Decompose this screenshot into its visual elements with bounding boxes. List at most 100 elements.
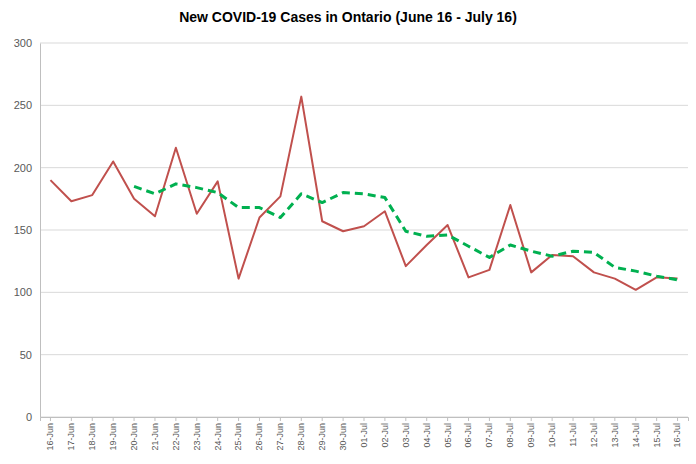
x-tick-mark [552, 417, 553, 421]
x-tick: 09-Jul [526, 417, 536, 448]
x-tick-mark [50, 417, 51, 421]
x-tick-label: 16-Jul [672, 423, 682, 448]
x-tick: 06-Jul [463, 417, 473, 448]
x-tick-mark [217, 417, 218, 421]
x-tick: 05-Jul [442, 417, 452, 448]
y-tick-label: 250 [14, 99, 32, 111]
x-tick-label: 29-Jun [317, 423, 327, 451]
x-tick: 29-Jun [317, 417, 327, 451]
y-tick: 300 [14, 37, 40, 49]
x-tick-label: 01-Jul [359, 423, 369, 448]
x-tick-mark [280, 417, 281, 421]
x-tick: 24-Jun [213, 417, 223, 451]
x-tick: 04-Jul [422, 417, 432, 448]
x-tick-mark [614, 417, 615, 421]
x-tick: 03-Jul [401, 417, 411, 448]
grid [40, 43, 688, 417]
x-tick: 14-Jul [631, 417, 641, 448]
x-tick-mark [489, 417, 490, 421]
x-tick-mark [677, 417, 678, 421]
x-tick-label: 21-Jun [150, 423, 160, 451]
x-tick: 20-Jun [129, 417, 139, 451]
x-tick-label: 06-Jul [463, 423, 473, 448]
x-tick-mark [92, 417, 93, 421]
series-line [50, 97, 677, 290]
y-tick-label: 100 [14, 286, 32, 298]
grid-line [40, 43, 688, 44]
x-tick-mark [113, 417, 114, 421]
x-tick-label: 15-Jul [652, 423, 662, 448]
x-tick-label: 03-Jul [401, 423, 411, 448]
y-tick: 250 [14, 99, 40, 111]
x-tick-label: 20-Jun [129, 423, 139, 451]
x-tick-mark [71, 417, 72, 421]
y-tick-label: 0 [26, 411, 32, 423]
y-tick: 200 [14, 162, 40, 174]
x-tick-label: 04-Jul [422, 423, 432, 448]
x-tick-mark [573, 417, 574, 421]
plot-area: 0 50 100 150 200 250 300 16-Jun 17-Jun 18-Jun 19-J… [14, 37, 689, 451]
y-axis-line [40, 44, 41, 418]
x-tick-mark [301, 417, 302, 421]
x-axis-line [41, 418, 689, 422]
x-tick-mark [154, 417, 155, 421]
grid-line [40, 167, 688, 168]
x-tick: 01-Jul [359, 417, 369, 448]
x-tick-label: 02-Jul [380, 423, 390, 448]
x-tick-label: 09-Jul [526, 423, 536, 448]
x-axis: 16-Jun 17-Jun 18-Jun 19-Jun 20-Jun 21-Jun 22-J… [41, 417, 689, 451]
x-tick: 10-Jul [547, 417, 557, 448]
x-tick: 07-Jul [484, 417, 494, 448]
x-tick-mark [405, 417, 406, 421]
x-tick-label: 22-Jun [171, 423, 181, 451]
x-tick-mark [343, 417, 344, 421]
grid-line [40, 292, 688, 293]
y-tick: 0 [26, 411, 40, 423]
series-line [134, 184, 677, 280]
x-tick-label: 19-Jun [108, 423, 118, 451]
x-tick-label: 16-Jun [45, 423, 55, 451]
x-tick: 16-Jun [45, 417, 55, 451]
x-tick: 17-Jun [66, 417, 76, 451]
x-tick-mark [447, 417, 448, 421]
x-tick-label: 10-Jul [547, 423, 557, 448]
x-tick-mark [134, 417, 135, 421]
x-tick: 26-Jun [254, 417, 264, 451]
x-tick-mark [384, 417, 385, 421]
chart-title: New COVID-19 Cases in Ontario (June 16 -… [179, 9, 517, 25]
x-tick-label: 28-Jun [296, 423, 306, 451]
x-tick-mark [196, 417, 197, 421]
x-tick: 11-Jul [568, 417, 578, 447]
x-tick-label: 17-Jun [66, 423, 76, 451]
x-tick-label: 26-Jun [254, 423, 264, 451]
x-tick-label: 07-Jul [484, 423, 494, 448]
x-tick: 02-Jul [380, 417, 390, 448]
x-tick: 12-Jul [589, 417, 599, 448]
x-tick: 30-Jun [338, 417, 348, 451]
x-tick-label: 24-Jun [213, 423, 223, 451]
x-tick-mark [656, 417, 657, 421]
x-tick-mark [259, 417, 260, 421]
series-group [50, 97, 677, 290]
x-tick: 18-Jun [87, 417, 97, 451]
x-tick-label: 11-Jul [568, 423, 578, 447]
y-tick-label: 50 [20, 349, 32, 361]
x-tick-label: 30-Jun [338, 423, 348, 451]
x-tick: 27-Jun [275, 417, 285, 451]
x-tick: 16-Jul [672, 417, 682, 448]
x-tick: 22-Jun [171, 417, 181, 451]
x-tick-mark [593, 417, 594, 421]
x-tick-mark [531, 417, 532, 421]
x-tick: 15-Jul [652, 417, 662, 448]
x-tick-mark [426, 417, 427, 421]
y-tick: 100 [14, 286, 40, 298]
x-tick-mark [635, 417, 636, 421]
grid-line [40, 230, 688, 231]
x-tick-label: 18-Jun [87, 423, 97, 451]
x-tick: 21-Jun [150, 417, 160, 451]
chart: New COVID-19 Cases in Ontario (June 16 -… [0, 0, 696, 464]
y-tick-label: 150 [14, 224, 32, 236]
y-tick: 150 [14, 224, 40, 236]
x-tick: 25-Jun [233, 417, 243, 451]
x-tick-label: 27-Jun [275, 423, 285, 451]
